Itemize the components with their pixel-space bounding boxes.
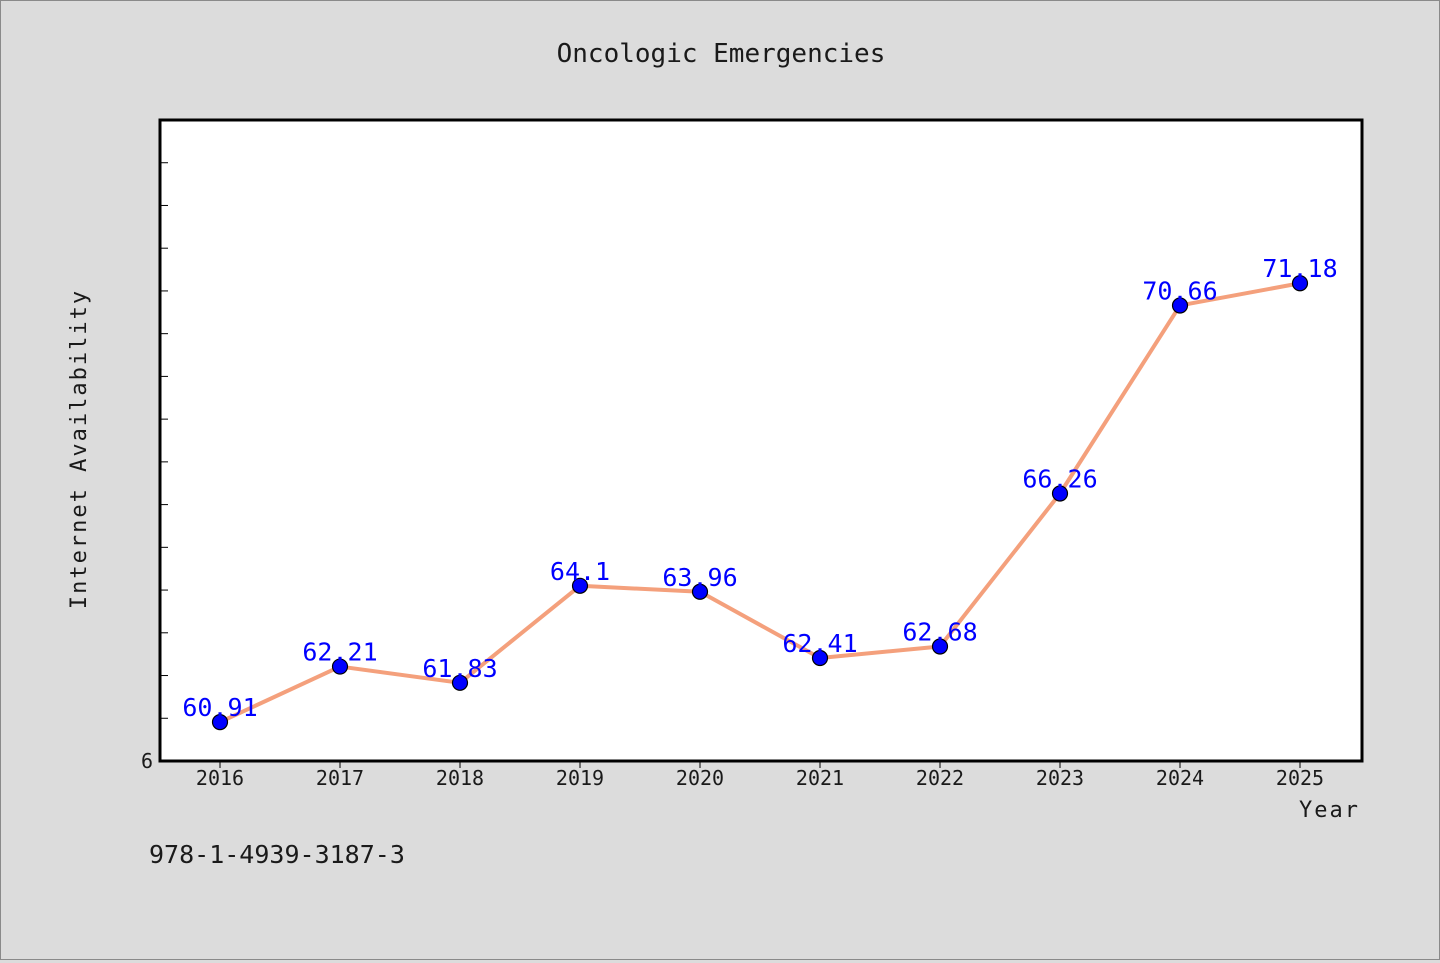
data-point — [1291, 275, 1309, 292]
data-label: 64.1 — [550, 557, 610, 586]
data-label: 66.26 — [1022, 464, 1097, 493]
data-labels: 60.91 62.21 61.83 64.1 63.96 62.41 62.68 66.26 7… — [182, 254, 1337, 722]
data-markers — [211, 275, 1309, 731]
x-tick-label: 2016 — [196, 766, 244, 790]
data-point — [691, 583, 709, 600]
data-label: 62.41 — [782, 629, 857, 658]
data-label: 62.21 — [302, 638, 377, 667]
plot-area — [158, 118, 1364, 763]
data-point — [1051, 485, 1069, 502]
data-point — [331, 658, 349, 675]
data-point — [571, 577, 589, 594]
x-tick-label: 2019 — [556, 766, 604, 790]
x-axis-label: Year — [1299, 798, 1360, 823]
data-label: 60.91 — [182, 693, 257, 722]
data-label: 61.83 — [422, 654, 497, 683]
x-tick-label: 2022 — [916, 766, 964, 790]
data-label: 70.66 — [1142, 276, 1217, 305]
x-tick-label: 2018 — [436, 766, 484, 790]
data-label: 71.18 — [1262, 254, 1337, 283]
x-axis-ticks: 2016 2017 2018 2019 2020 2021 2022 2023 2024 2025 — [196, 761, 1324, 790]
series-line-group — [218, 281, 1302, 725]
series-line — [218, 281, 1302, 725]
data-point — [811, 649, 829, 667]
x-tick-label: 2021 — [796, 766, 844, 790]
data-label: 62.68 — [902, 617, 977, 646]
data-point — [1171, 297, 1189, 314]
y-axis-label: Internet Availability — [67, 289, 92, 609]
x-tick-label: 2023 — [1036, 766, 1084, 790]
data-label: 63.96 — [662, 563, 737, 592]
x-tick-label: 2017 — [316, 766, 364, 790]
x-tick-label: 2020 — [676, 766, 724, 790]
x-tick-label: 2025 — [1276, 766, 1324, 790]
y-tick-label: 6 — [141, 749, 153, 773]
x-tick-label: 2024 — [1156, 766, 1204, 790]
data-point — [451, 674, 469, 691]
data-point — [211, 714, 229, 731]
footer-text: 978-1-4939-3187-3 — [149, 840, 405, 869]
chart-title: Oncologic Emergencies — [557, 39, 886, 69]
data-point — [931, 638, 949, 655]
y-axis-ticks — [160, 162, 168, 719]
